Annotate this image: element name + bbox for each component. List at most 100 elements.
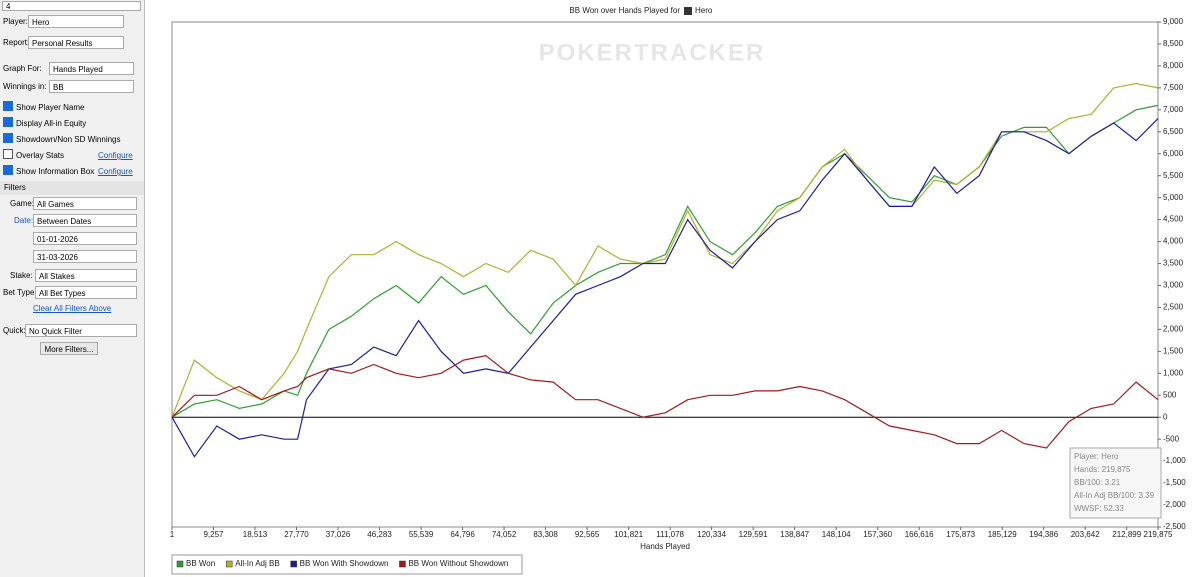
date-from[interactable]: 01-01-2026 (33, 232, 137, 245)
chart-title: BB Won over Hands Played for (569, 6, 680, 15)
bet-type-select[interactable]: All Bet Types (35, 286, 137, 299)
y-tick-label: 1,500 (1163, 346, 1184, 355)
option-label: Showdown/Non SD Winnings (16, 135, 121, 144)
info-line: WWSF: 52.33 (1074, 504, 1124, 513)
x-tick-label: 92,565 (575, 530, 600, 539)
search-input[interactable]: 4 (2, 1, 141, 11)
x-tick-label: 101,821 (614, 530, 643, 539)
filters-header[interactable]: Filters (0, 181, 144, 195)
info-box: Player: Hero Hands: 219,875 BB/100: 3.21 Al… (1069, 447, 1162, 519)
x-tick-label: 120,334 (697, 530, 726, 539)
checkbox[interactable] (3, 133, 13, 143)
x-axis-label: Hands Played (640, 542, 690, 551)
x-tick-label: 55,539 (409, 530, 434, 539)
graph-for-select[interactable]: Hands Played (49, 62, 134, 75)
report-select[interactable]: Personal Results (28, 36, 124, 49)
x-tick-label: 46,283 (367, 530, 392, 539)
legend-swatch (290, 560, 297, 568)
watermark: POKERTRACKER (539, 39, 766, 66)
series-line (171, 82, 1159, 418)
legend: BB Won All-In Adj BB BB Won With Showdown B… (171, 554, 523, 575)
y-tick-label: 6,500 (1163, 127, 1184, 136)
y-tick-label: -1,000 (1163, 456, 1186, 465)
series-line (171, 118, 1159, 458)
label: Report: (3, 38, 30, 47)
stake-select[interactable]: All Stakes (35, 269, 137, 282)
x-tick-label: 129,591 (739, 530, 768, 539)
info-line: All-In Adj BB/100: 3.39 (1074, 491, 1155, 500)
option: Showdown/Non SD Winnings (3, 133, 121, 147)
chart-title-player: Hero (695, 6, 713, 15)
y-tick-label: 4,500 (1163, 215, 1184, 224)
configure-link[interactable]: Configure (98, 167, 133, 176)
y-tick-label: 3,000 (1163, 281, 1184, 290)
x-tick-label: 203,642 (1071, 530, 1100, 539)
label: Stake: (10, 271, 33, 280)
x-tick-label: 157,360 (863, 530, 892, 539)
x-tick-label: 64,796 (450, 530, 475, 539)
option: Show Player Name (3, 101, 84, 115)
winnings-select[interactable]: BB (49, 80, 134, 93)
y-tick-label: 500 (1163, 390, 1177, 399)
option: Show Information Box (3, 165, 94, 179)
y-tick-label: -1,500 (1163, 478, 1186, 487)
label: Winnings in: (3, 82, 47, 91)
y-tick-label: 4,000 (1163, 237, 1184, 246)
x-tick-label: 175,873 (946, 530, 975, 539)
x-tick-label: 111,078 (656, 530, 684, 539)
x-tick-label: 166,616 (905, 530, 934, 539)
x-tick-label: 74,052 (492, 530, 517, 539)
option: Overlay Stats (3, 149, 64, 163)
y-tick-label: 0 (1163, 412, 1168, 421)
label: Quick: (3, 326, 26, 335)
x-tick-label: 18,513 (243, 530, 268, 539)
series-line (171, 104, 1159, 418)
option-label: Display All-in Equity (16, 119, 87, 128)
checkbox[interactable] (3, 165, 13, 175)
date-select[interactable]: Between Dates (33, 214, 137, 227)
legend-label: All-In Adj BB (235, 559, 279, 568)
x-tick-label: 83,308 (533, 530, 558, 539)
x-tick-label: 185,129 (988, 530, 1017, 539)
configure-link[interactable]: Configure (98, 151, 133, 160)
quick-select[interactable]: No Quick Filter (25, 324, 137, 337)
option-label: Show Player Name (16, 103, 85, 112)
x-tick-label: 148,104 (822, 530, 851, 539)
checkbox[interactable] (3, 117, 13, 127)
player-icon (684, 7, 692, 15)
option: Display All-in Equity (3, 117, 86, 131)
clear-filters[interactable]: Clear All Filters Above (33, 304, 112, 313)
y-tick-label: 5,000 (1163, 193, 1184, 202)
legend-swatch (176, 560, 184, 568)
x-tick-label: 1 (170, 530, 175, 539)
y-tick-label: 7,500 (1163, 83, 1184, 92)
player-select[interactable]: Hero (28, 15, 124, 28)
y-tick-label: 2,000 (1163, 325, 1184, 334)
x-tick-label: 138,847 (780, 530, 809, 539)
x-tick-label: 27,770 (284, 530, 309, 539)
label: Game: (10, 199, 35, 208)
y-tick-label: 3,500 (1163, 259, 1184, 268)
y-tick-label: -2,000 (1163, 500, 1186, 509)
y-tick-label: 9,000 (1163, 17, 1184, 26)
checkbox[interactable] (3, 101, 13, 111)
label: Graph For: (3, 64, 42, 73)
x-tick-label: 219,875 (1144, 530, 1173, 539)
date-to[interactable]: 31-03-2026 (33, 250, 137, 263)
checkbox[interactable] (3, 149, 13, 159)
x-tick-label: 194,386 (1029, 530, 1058, 539)
label: Bet Type: (3, 288, 37, 297)
info-line: Hands: 219,875 (1074, 465, 1131, 474)
y-tick-label: -500 (1163, 434, 1180, 443)
series-line (171, 355, 1159, 449)
game-select[interactable]: All Games (33, 197, 137, 210)
info-line: Player: Hero (1074, 452, 1119, 461)
label: Player: (3, 17, 28, 26)
y-tick-label: 1,000 (1163, 368, 1184, 377)
x-tick-label: 212,899 (1112, 530, 1141, 539)
more-filters-button[interactable]: More Filters... (40, 342, 98, 355)
legend-label: BB Won With Showdown (300, 559, 389, 568)
legend-swatch (225, 560, 233, 568)
